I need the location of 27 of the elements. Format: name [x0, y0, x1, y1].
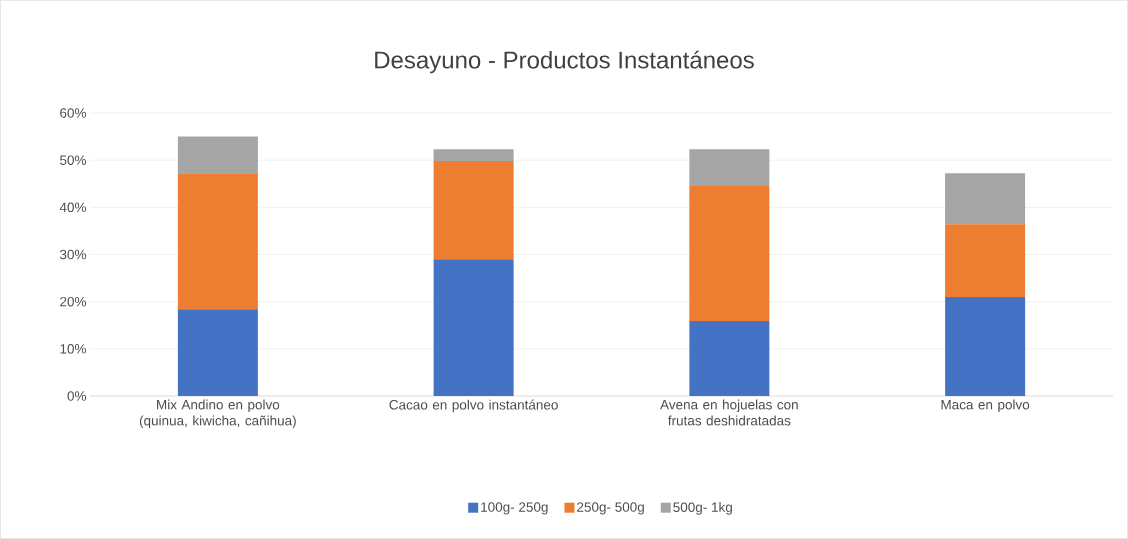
x-tick-label: Mix Andino en polvo (quinua, kiwicha, cañihua): [139, 399, 296, 429]
x-tick-label: Maca en polvo: [941, 399, 1030, 413]
bar: [689, 186, 770, 321]
legend-label: 500g- 1kg: [673, 502, 732, 515]
bar: [177, 309, 258, 396]
bar: [433, 259, 514, 396]
y-tick-label: 60%: [60, 108, 86, 118]
bar: [689, 149, 770, 187]
chart-title: Desayuno - Productos Instantáneos: [375, 50, 754, 74]
x-tick-label: Avena en hojuelas con frutas deshidratadas: [660, 399, 798, 426]
bar: [945, 296, 1026, 396]
bar: [945, 224, 1026, 297]
y-tick-label: 40%: [59, 202, 86, 213]
bar: [177, 136, 258, 174]
y-tick-label: 0%: [67, 391, 86, 401]
legend-label: 250g- 500g: [577, 502, 644, 515]
x-tick-label: Cacao en polvo instantáneo: [389, 399, 558, 413]
y-tick-label: 10%: [60, 344, 86, 354]
legend-label: 100g- 250g: [481, 502, 548, 515]
bar: [433, 149, 514, 162]
bar: [177, 173, 258, 310]
bar: [945, 173, 1026, 225]
y-tick-label: 20%: [60, 296, 86, 307]
y-tick-label: 50%: [60, 155, 86, 165]
bar: [433, 161, 514, 260]
bar: [689, 321, 770, 396]
y-tick-label: 30%: [59, 249, 86, 260]
